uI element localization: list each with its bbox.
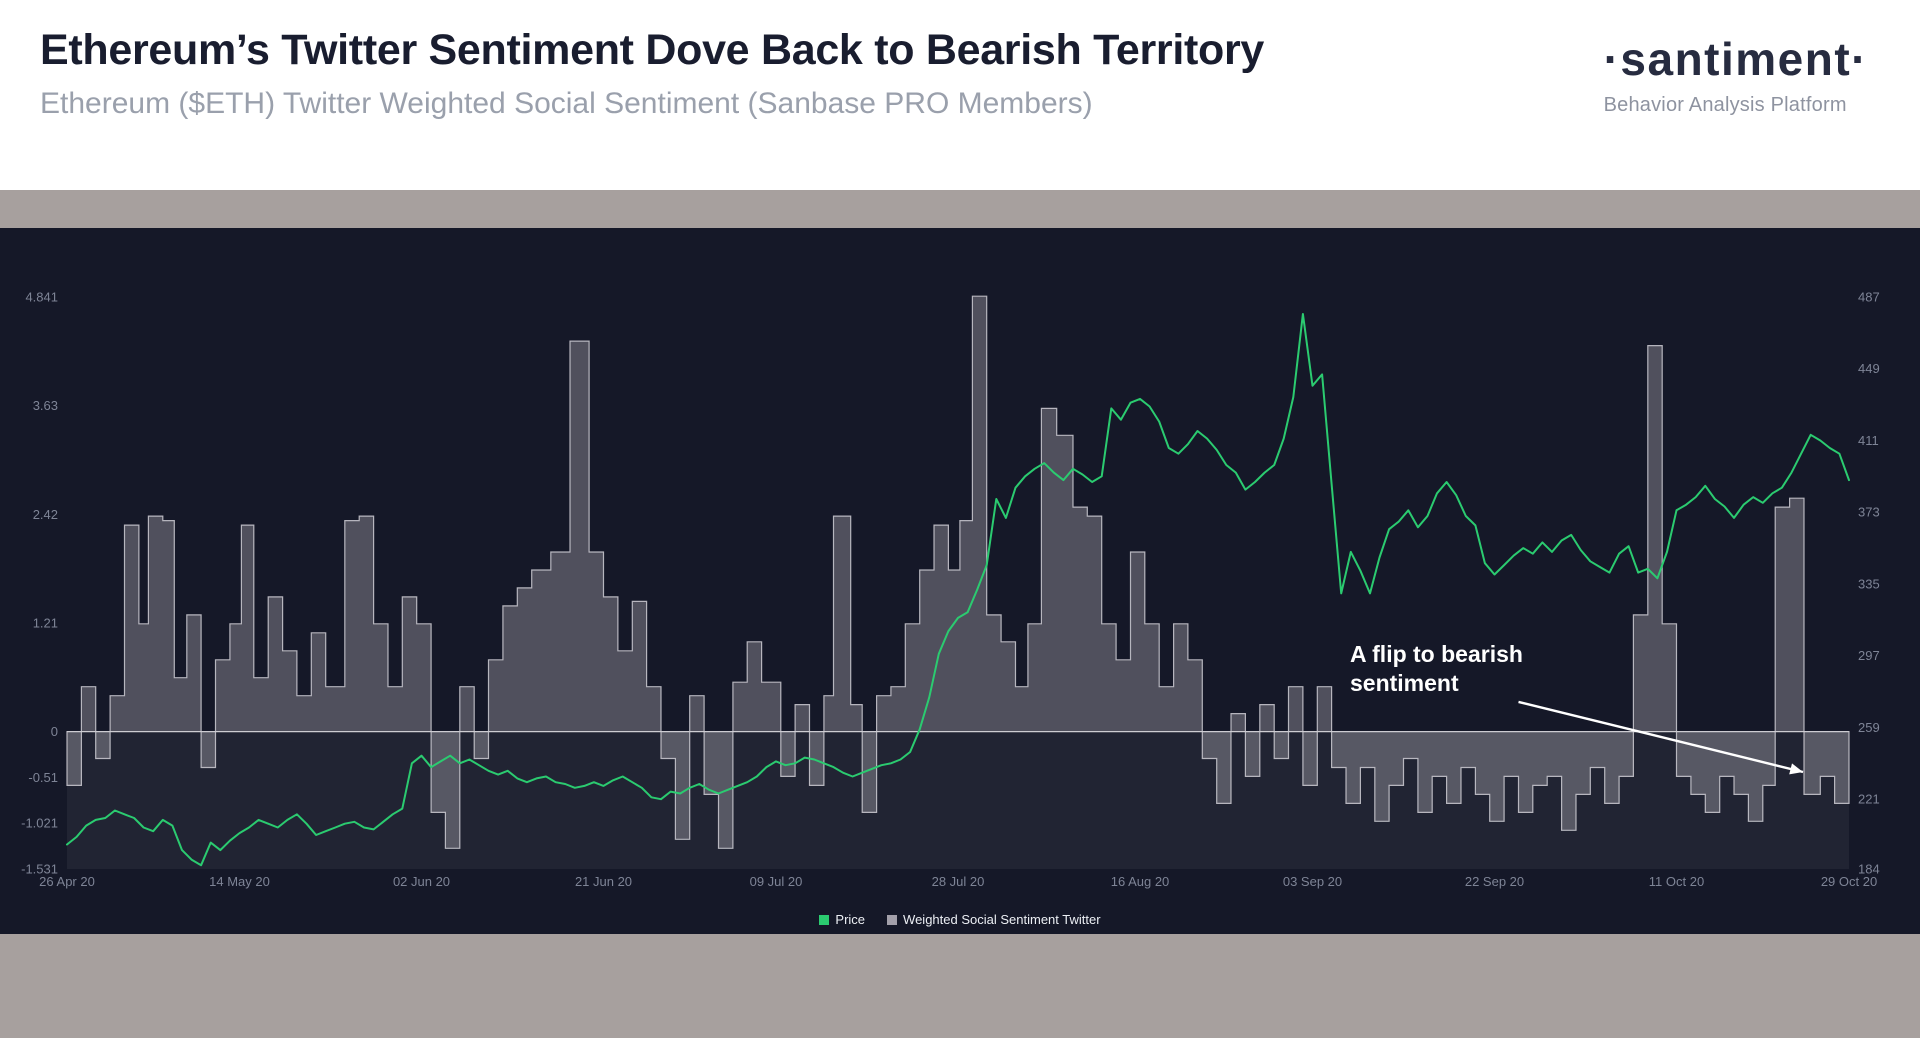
svg-text:3.63: 3.63 <box>33 398 58 413</box>
svg-text:184: 184 <box>1858 862 1880 877</box>
annotation-line-2: sentiment <box>1350 669 1459 696</box>
svg-text:29 Oct 20: 29 Oct 20 <box>1821 874 1877 889</box>
svg-text:-1.531: -1.531 <box>21 862 58 877</box>
brand-tagline: Behavior Analysis Platform <box>1603 94 1847 116</box>
svg-text:22 Sep 20: 22 Sep 20 <box>1465 874 1524 889</box>
santiment-brand: ·santiment· Behavior Analysis Platform <box>1604 32 1868 117</box>
svg-text:03 Sep 20: 03 Sep 20 <box>1283 874 1342 889</box>
title-block: Ethereum’s Twitter Sentiment Dove Back t… <box>40 26 1264 121</box>
chart-frame: 4.841 3.63 2.42 1.21 0 -0.51 -1.021 -1.531 487 44… <box>0 190 1920 1038</box>
annotation-line-1: A flip to bearish <box>1350 641 1523 667</box>
svg-text:335: 335 <box>1858 576 1880 591</box>
svg-text:28 Jul 20: 28 Jul 20 <box>932 874 985 889</box>
svg-text:09 Jul 20: 09 Jul 20 <box>750 874 803 889</box>
svg-text:02 Jun 20: 02 Jun 20 <box>393 874 450 889</box>
svg-text:16 Aug 20: 16 Aug 20 <box>1111 874 1170 889</box>
svg-text:259: 259 <box>1858 720 1880 735</box>
sentiment-price-chart: 4.841 3.63 2.42 1.21 0 -0.51 -1.021 -1.531 487 44… <box>21 290 1880 890</box>
santiment-logo: ·santiment· <box>1603 33 1868 85</box>
svg-text:14 May 20: 14 May 20 <box>209 874 270 889</box>
svg-text:-0.51: -0.51 <box>28 770 58 785</box>
sentiment-swatch-icon <box>887 914 898 925</box>
chart-legend: Price Weighted Social Sentiment Twitter <box>0 912 1920 927</box>
svg-text:11 Oct 20: 11 Oct 20 <box>1649 874 1704 889</box>
price-swatch-icon <box>819 914 830 925</box>
legend-item-price: Price <box>819 912 865 927</box>
legend-item-sentiment: Weighted Social Sentiment Twitter <box>887 912 1101 927</box>
svg-text:4.841: 4.841 <box>25 290 58 305</box>
svg-text:221: 221 <box>1858 792 1880 807</box>
svg-text:1.21: 1.21 <box>33 615 58 630</box>
svg-text:26 Apr 20: 26 Apr 20 <box>39 874 95 889</box>
svg-text:0: 0 <box>51 724 58 739</box>
svg-text:2.42: 2.42 <box>33 507 58 522</box>
page-title: Ethereum’s Twitter Sentiment Dove Back t… <box>40 26 1265 74</box>
chart-annotation: A flip to bearish sentiment <box>1350 640 1523 698</box>
legend-label-price: Price <box>835 912 866 927</box>
svg-text:449: 449 <box>1858 361 1880 376</box>
svg-text:487: 487 <box>1858 290 1880 305</box>
svg-text:297: 297 <box>1858 648 1880 663</box>
svg-text:21 Jun 20: 21 Jun 20 <box>575 874 632 889</box>
svg-text:411: 411 <box>1858 433 1879 448</box>
chart-panel: 4.841 3.63 2.42 1.21 0 -0.51 -1.021 -1.531 487 44… <box>0 228 1920 934</box>
legend-label-sentiment: Weighted Social Sentiment Twitter <box>903 912 1101 927</box>
page-subtitle: Ethereum ($ETH) Twitter Weighted Social … <box>40 87 1093 120</box>
header: Ethereum’s Twitter Sentiment Dove Back t… <box>0 0 1920 190</box>
svg-text:373: 373 <box>1858 505 1880 520</box>
svg-text:-1.021: -1.021 <box>21 816 58 831</box>
